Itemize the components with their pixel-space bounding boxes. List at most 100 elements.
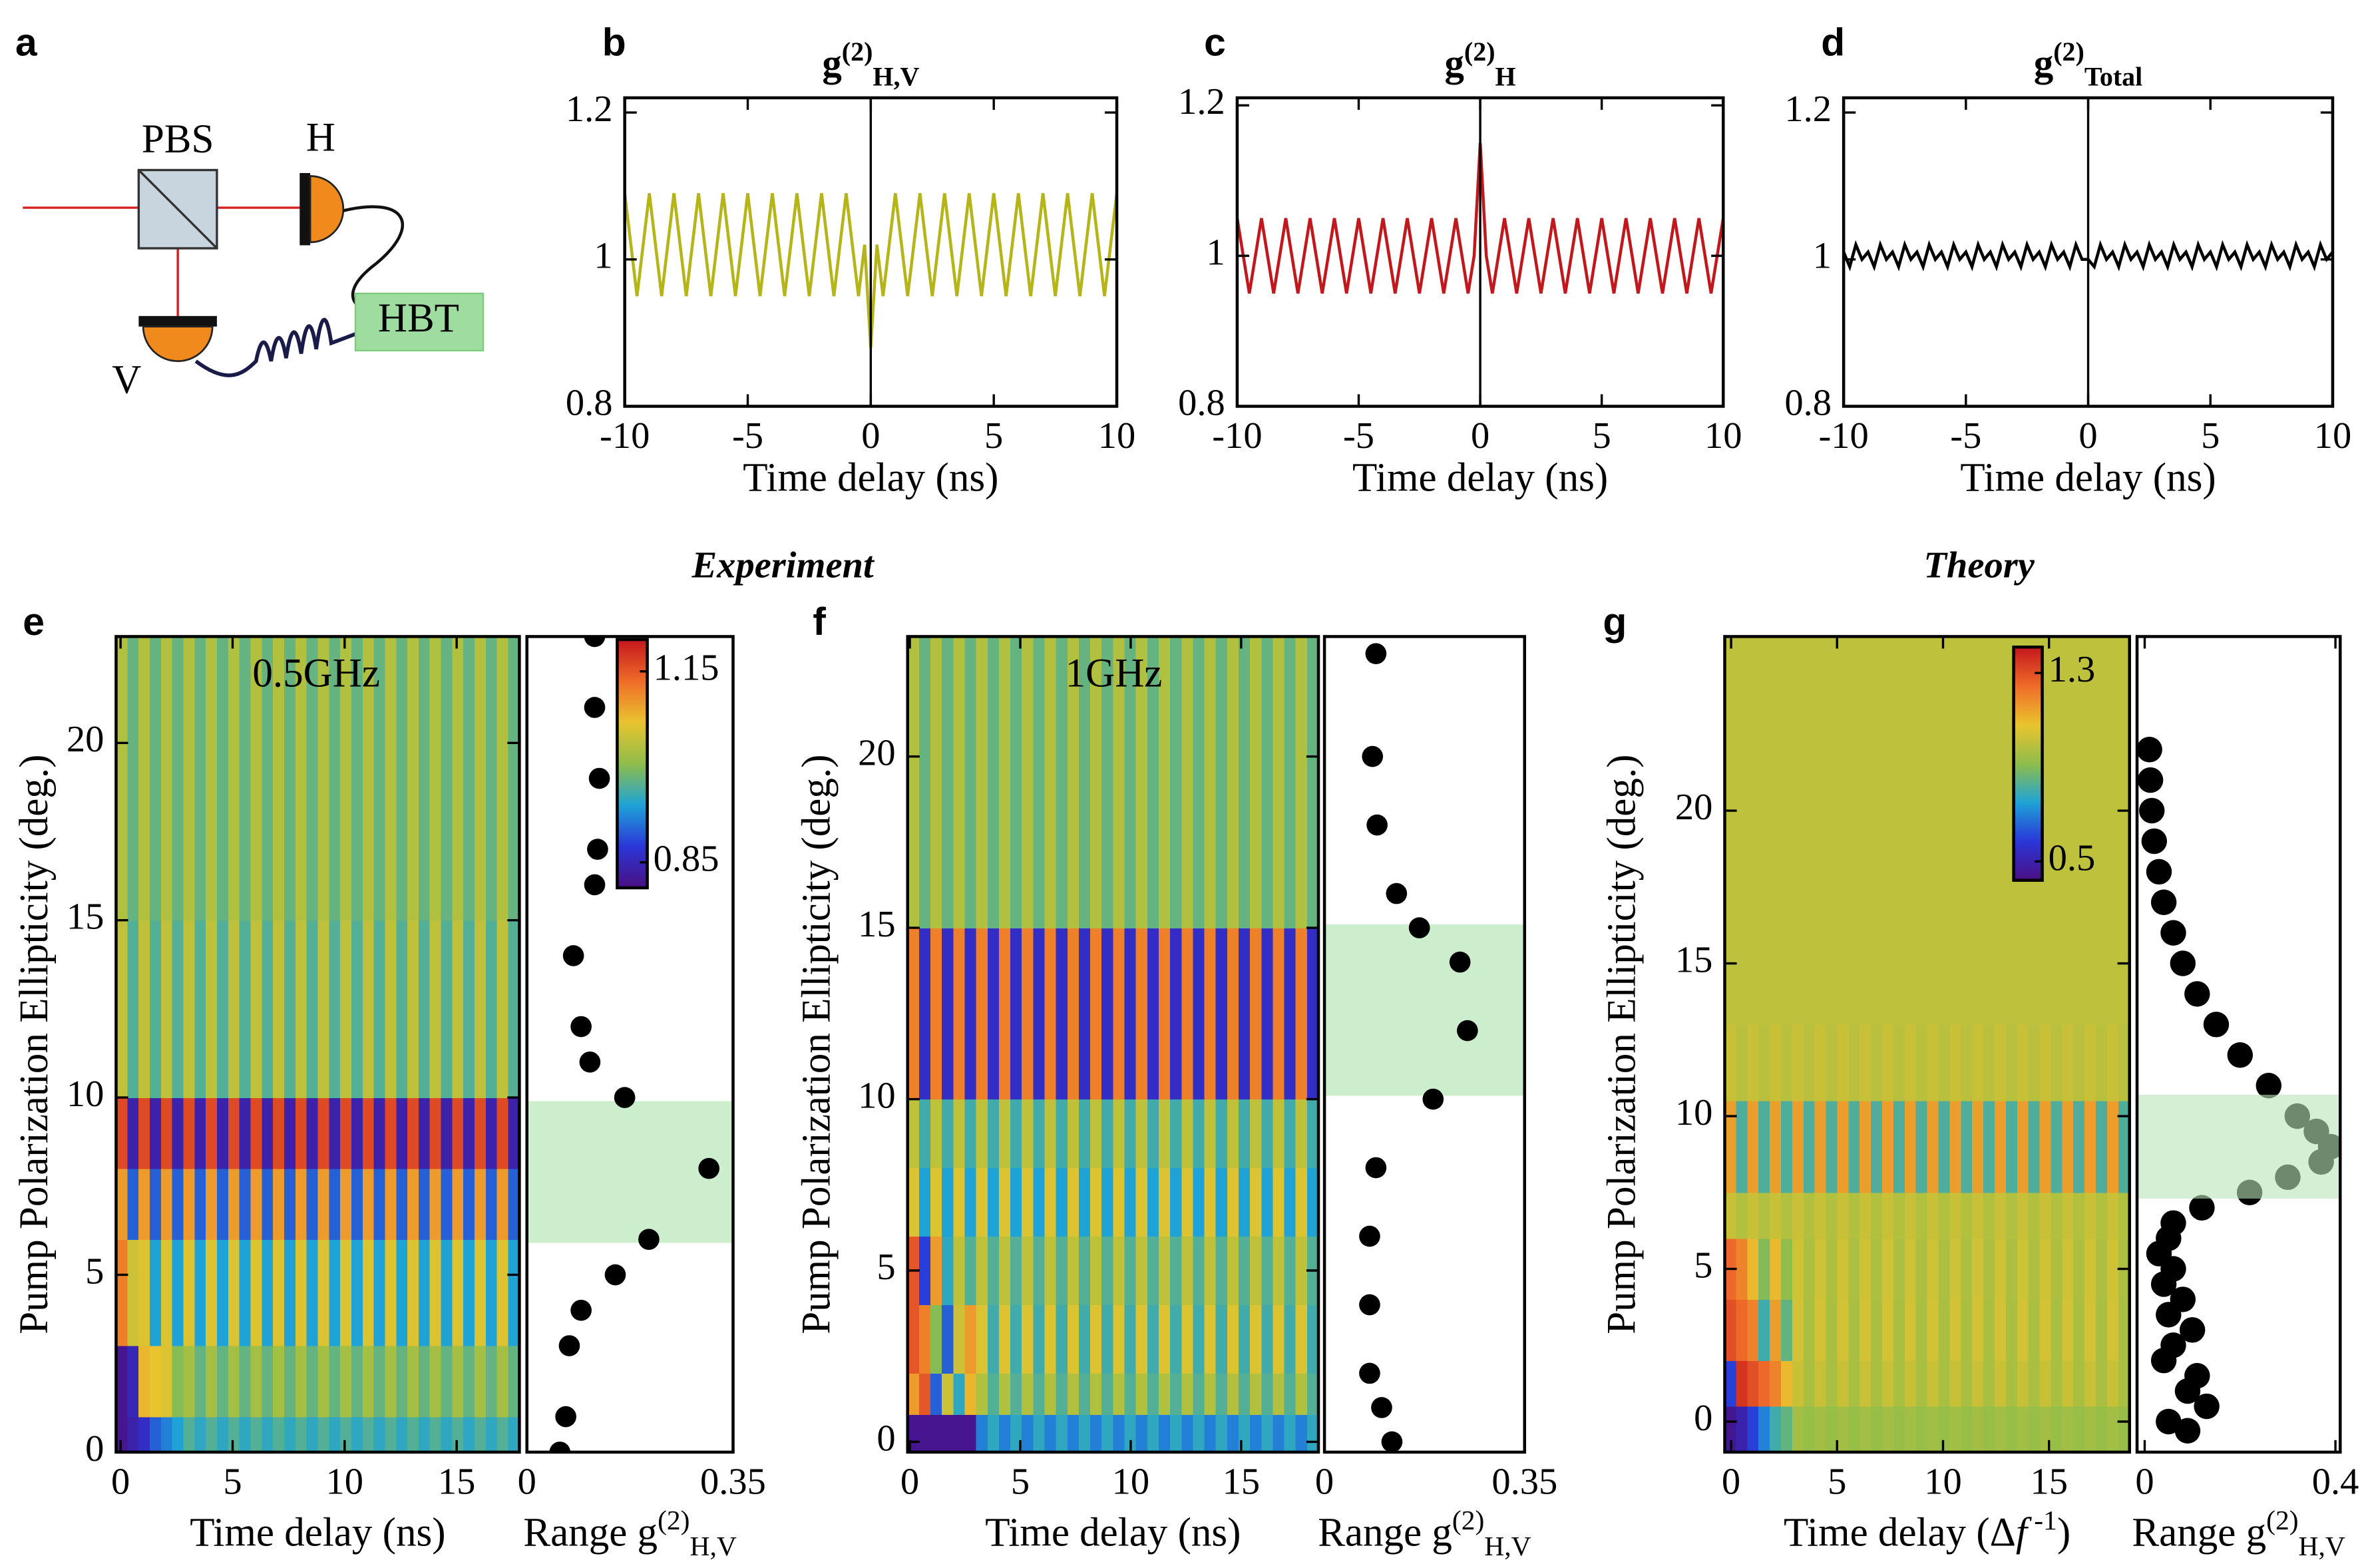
heatmap-cell [1147,1414,1159,1452]
label-sup: (2) [1464,37,1495,67]
heatmap-cell [138,920,150,1098]
y-tick-label: 1 [1207,232,1225,273]
heatmap-cell [273,1416,285,1452]
heatmap-cell [1227,1373,1239,1415]
frame [2135,635,2342,1454]
heatmap-cell [1170,1236,1182,1306]
heatmap-cell [1770,1024,1782,1101]
heatmap-cell [1158,636,1171,928]
heatmap-cell [953,1414,966,1452]
heatmap-cell [452,636,464,921]
heatmap-cell [418,1097,431,1169]
heatmap-cell [2084,1406,2096,1452]
heatmap-cell [206,1168,218,1240]
y-tick-label: 0 [877,1418,895,1459]
y-tick-label: 5 [85,1251,104,1292]
heatmap-cell [1758,1360,1770,1407]
heatmap-cell [1848,636,1860,1026]
heatmap-cell [1871,1192,1883,1239]
detector-v [142,325,214,363]
heatmap-cell [1983,1360,1995,1407]
frame [525,635,735,1454]
heatmap-cell [2106,1406,2119,1452]
heatmap-cell [418,920,431,1098]
y-tick-label: 20 [67,719,104,760]
heatmap-cell [1227,1099,1239,1169]
heatmap-cell [329,1097,341,1169]
heatmap-cell [1170,1414,1182,1452]
label-sup: (2) [842,37,873,67]
heatmap-cell [1170,928,1182,1100]
heatmap-cell [206,1346,218,1418]
heatmap-cell [1814,1299,1827,1361]
heatmap-cell [1022,928,1034,1100]
heatmap-cell [2051,1360,2063,1407]
heatmap-cell [1860,1238,1871,1300]
heatmap-cell [987,1236,1000,1306]
point [2194,1393,2220,1420]
heatmap-cell [1067,1304,1080,1374]
x-tick-label: 5 [1593,415,1611,457]
heatmap-cell [1893,1406,1905,1452]
point [2160,920,2186,946]
y-tick-label: 5 [877,1247,895,1288]
heatmap-cell [1273,1373,1285,1415]
heatmap-cell [1010,1099,1022,1169]
heatmap-cell [2096,636,2108,1026]
heatmap-cell [1193,928,1205,1100]
heatmap-cell [1215,928,1228,1100]
y-tick-label: 1.2 [1178,81,1225,122]
heatmap-cell [317,1168,329,1240]
heatmap-cell [1724,1406,1737,1452]
heatmap-cell [1837,636,1850,1026]
heatmap-cell [385,636,397,921]
heatmap-cell [930,1167,942,1237]
heatmap-cell [987,1099,1000,1169]
heatmap-cell [138,1097,150,1169]
heatmap-cell [1871,636,1883,1026]
heatmap-cell [1826,1360,1838,1407]
heatmap-cell [496,1239,509,1346]
heatmap-cell [116,920,128,1098]
heatmap-cell [317,1416,329,1452]
heatmap-cell [953,1236,966,1306]
heatmap-cell [1273,636,1285,928]
heatmap-cell [1295,1304,1308,1374]
heatmap-cell [206,636,218,921]
heatmap-cell [172,636,184,921]
heatmap-cell [1193,1167,1205,1237]
heatmap-cell [1124,1236,1137,1306]
heatmap-cell [396,1168,408,1240]
heatmap-cell [1983,1101,1995,1193]
heatmap-cell [385,1097,397,1169]
heatmap-cell [228,1346,240,1418]
x-tick-label: -10 [600,415,650,457]
heatmap-cell [953,1373,966,1415]
heatmap-cell [1113,1414,1125,1452]
heatmap-cell [1860,1024,1871,1101]
heatmap-cell [206,1097,218,1169]
heatmap-cell [1780,636,1793,1026]
heatmap-cell [1826,1299,1838,1361]
heatmap-cell [116,1097,128,1169]
heatmap-cell [1181,1373,1194,1415]
heatmap-cell [2096,1101,2108,1193]
heatmap-cell [1961,1238,1973,1300]
heatmap-cell [1078,1304,1091,1374]
heatmap-cell [138,1416,150,1452]
heatmap-cell [1101,1099,1114,1169]
heatmap-cell [976,1304,988,1374]
heatmap-cell [2073,1299,2085,1361]
heatmap-cell [1994,1406,2007,1452]
heatmap-cell [216,636,229,921]
heatmap-cell [1792,1024,1804,1101]
heatmap-cell [998,1099,1011,1169]
heatmap-cell [1295,1167,1308,1237]
heatmap-cell [172,1239,184,1346]
line-panel: -10 -5 0 5 10 0.8 1 1.2 c [1178,21,1742,457]
diagram: a PBS H V HBT [15,21,485,403]
heatmap-cell [2084,1024,2096,1101]
heatmap-cell [1848,1360,1860,1407]
heatmap-cell [1306,1099,1319,1169]
heatmap-cell [317,636,329,921]
